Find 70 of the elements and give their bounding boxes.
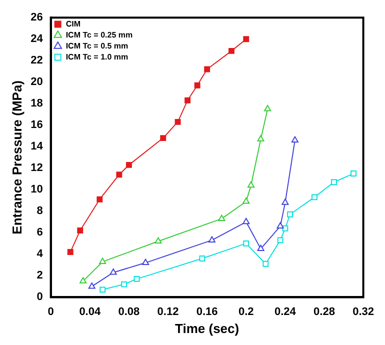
point: [350, 170, 357, 177]
point: [160, 135, 166, 142]
y-tick-label: 10: [30, 184, 43, 196]
point: [257, 135, 264, 142]
y-tick-label: 14: [30, 140, 44, 153]
y-tick-label: 6: [36, 226, 43, 239]
point: [287, 211, 294, 218]
x-tick-label: 0.08: [118, 306, 140, 318]
point: [199, 256, 206, 262]
point: [331, 179, 337, 186]
point: [204, 66, 210, 72]
point: [243, 240, 250, 246]
point: [312, 194, 318, 200]
legend-label: ICM Tc = 0.25 mm: [66, 30, 133, 40]
y-tick-label: 26: [30, 12, 43, 24]
point: [262, 260, 269, 267]
y-tick-label: 22: [30, 54, 43, 67]
x-tick-label: 0.2: [238, 306, 254, 318]
point: [96, 196, 103, 202]
point: [282, 225, 288, 232]
point: [174, 118, 181, 125]
legend-label: CIM: [66, 19, 81, 28]
x-tick-label: 0.32: [352, 306, 374, 318]
point: [184, 97, 191, 104]
point: [77, 228, 84, 234]
legend-label: ICM Tc = 0.5 mm: [66, 41, 128, 50]
y-axis-title: Entrance Pressure (MPa): [9, 80, 24, 234]
x-tick-label: 0.04: [79, 306, 102, 318]
x-tick-label: 0.12: [157, 306, 179, 318]
legend-label: ICM Tc = 1.0 mm: [66, 52, 128, 62]
y-tick-label: 18: [30, 98, 43, 110]
x-tick-label: 0.28: [314, 306, 335, 318]
y-tick-label: 0: [36, 291, 43, 304]
point: [277, 237, 284, 244]
point: [100, 286, 106, 293]
point: [116, 172, 122, 178]
point: [243, 36, 250, 42]
point: [67, 249, 74, 256]
point: [142, 258, 150, 266]
point: [154, 237, 162, 244]
y-tick-label: 20: [30, 76, 43, 88]
point: [88, 282, 96, 289]
y-tick-label: 12: [30, 162, 43, 174]
point: [242, 218, 250, 224]
point: [218, 214, 226, 221]
point: [276, 222, 284, 228]
point: [80, 277, 87, 284]
point: [242, 197, 250, 204]
x-axis-title: Time (sec): [175, 320, 240, 336]
point: [134, 276, 140, 282]
y-tick-label: 4: [36, 248, 44, 260]
point: [99, 258, 106, 264]
x-tick-label: 0.16: [196, 306, 218, 318]
point: [121, 281, 128, 288]
point: [282, 198, 289, 205]
y-tick-label: 24: [30, 33, 44, 46]
point: [126, 162, 132, 168]
point: [264, 105, 272, 112]
y-tick-label: 2: [36, 270, 43, 282]
x-tick-label: 0: [48, 306, 54, 318]
y-tick-label: 16: [30, 119, 43, 132]
point: [110, 268, 117, 275]
x-tick-label: 0.24: [274, 306, 297, 318]
point: [228, 48, 234, 54]
point: [291, 136, 298, 142]
y-tick-label: 8: [36, 205, 43, 218]
point: [257, 244, 264, 252]
point: [208, 236, 216, 242]
point: [247, 181, 255, 188]
point: [194, 82, 200, 88]
